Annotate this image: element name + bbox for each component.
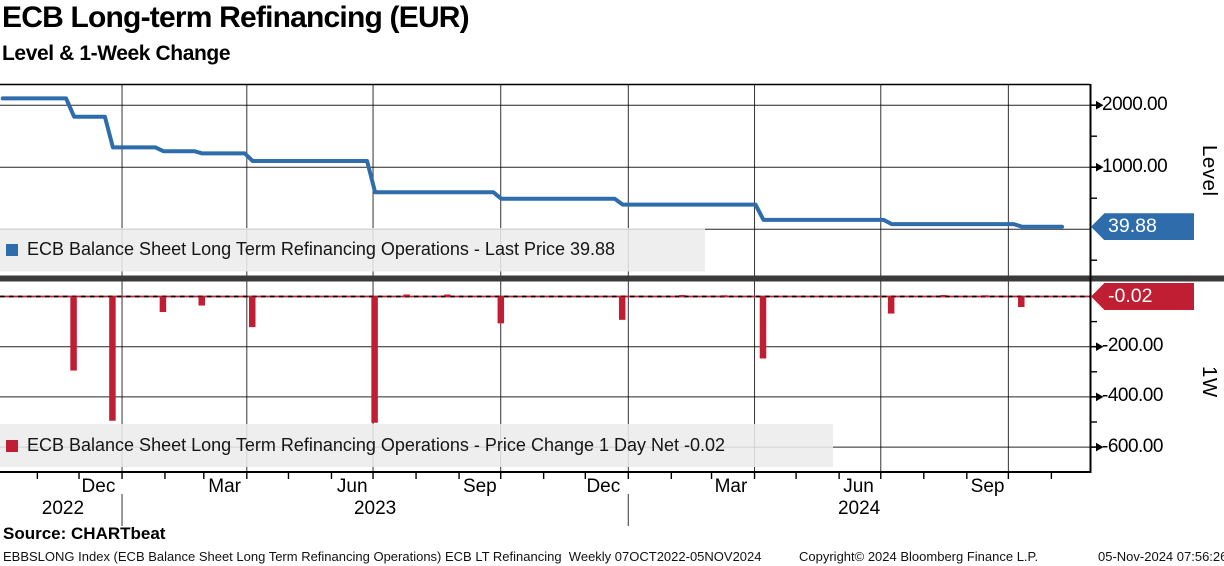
change-bar [70, 296, 77, 371]
tick-arrow-icon [1096, 442, 1104, 452]
x-year-label: 2023 [353, 498, 397, 519]
last-change-badge: -0.02 [1091, 283, 1194, 310]
level-tick-label: 1000.00 [1102, 155, 1168, 177]
x-month-label: Sep [970, 476, 1005, 497]
legend-band-level [0, 228, 705, 272]
x-month-label: Jun [843, 476, 874, 497]
x-month-label: Mar [208, 476, 242, 497]
change-bar [618, 296, 626, 320]
change-tick-label: -600.00 [1102, 435, 1163, 457]
legend-change-label: ECB Balance Sheet Long Term Refinancing … [27, 435, 726, 455]
change-bar [1018, 296, 1025, 308]
change-bar [887, 296, 895, 314]
legend-change: ECB Balance Sheet Long Term Refinancing … [6, 424, 725, 467]
level-tick-label: 2000.00 [1102, 93, 1168, 115]
tick-arrow-icon [1096, 392, 1104, 402]
change-bar [982, 295, 989, 297]
source-line: Source: CHARTbeat [3, 524, 166, 543]
x-month-label: Jun [336, 476, 368, 497]
change-bar [720, 295, 728, 297]
page-title: ECB Long-term Refinancing (EUR) [2, 1, 470, 34]
legend-level-label: ECB Balance Sheet Long Term Refinancing … [27, 239, 616, 259]
legend-band-change [0, 424, 833, 467]
change-bar [940, 294, 947, 297]
axis-label-1w: 1W [1198, 366, 1221, 398]
last-price-badge: 39.88 [1091, 213, 1194, 241]
x-year-label: 2022 [41, 498, 85, 519]
change-bar [497, 296, 505, 324]
level-series-swatch-icon [6, 243, 18, 256]
change-bar [109, 296, 116, 421]
change-bar [444, 294, 451, 297]
change-bar [198, 296, 206, 306]
change-series-swatch-icon [6, 439, 18, 452]
change-bar [403, 294, 410, 297]
change-bar [159, 296, 167, 313]
change-tick-label: -200.00 [1102, 335, 1163, 357]
change-bar [371, 296, 378, 423]
footer-timestamp: 05-Nov-2024 07:56:26 [1098, 549, 1224, 564]
footer-copyright: Copyright© 2024 Bloomberg Finance L.P. [799, 549, 1039, 564]
x-month-label: Dec [586, 476, 621, 497]
footer-security-info: EBBSLONG Index (ECB Balance Sheet Long T… [3, 549, 762, 564]
axis-label-level: Level [1198, 145, 1221, 197]
page-subtitle: Level & 1-Week Change [2, 42, 231, 65]
tick-arrow-icon [1096, 342, 1104, 351]
x-year-label: 2024 [837, 498, 881, 519]
legend-level: ECB Balance Sheet Long Term Refinancing … [6, 228, 615, 271]
change-bar [759, 296, 767, 359]
tick-arrow-icon [1096, 100, 1104, 110]
panel-separator [0, 275, 1224, 282]
change-bar [679, 294, 686, 297]
level-line [0, 96, 1064, 229]
tick-arrow-icon [1096, 162, 1104, 172]
x-month-label: Dec [81, 476, 116, 497]
x-month-label: Sep [462, 476, 497, 497]
change-tick-label: -400.00 [1102, 385, 1163, 407]
change-bar [248, 296, 256, 328]
x-month-label: Mar [714, 476, 748, 497]
